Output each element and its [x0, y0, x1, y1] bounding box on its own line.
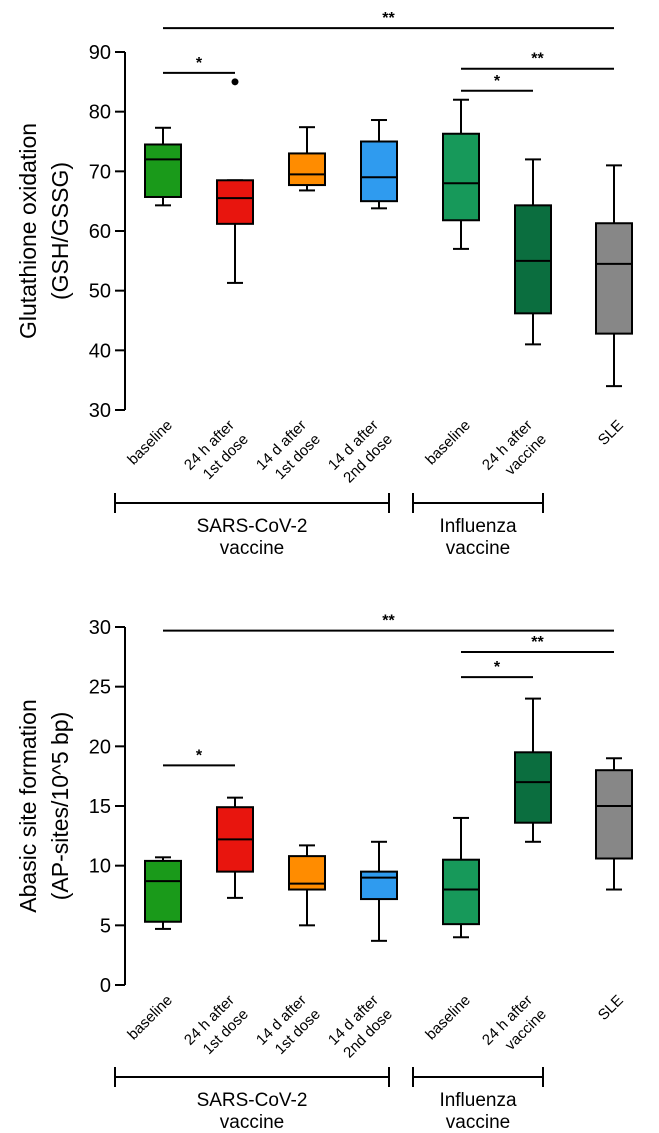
y-tick-label: 0 [100, 975, 111, 997]
significance-label: * [196, 747, 203, 764]
y-tick-label: 40 [89, 340, 111, 362]
box-6 [595, 757, 633, 891]
y-tick-label: 70 [89, 161, 111, 183]
group-label: Influenza [439, 1090, 517, 1111]
group-label-line2: vaccine [220, 538, 284, 559]
group-label-line2: vaccine [220, 1112, 284, 1133]
box-iqr [144, 859, 182, 923]
box-iqr [360, 870, 398, 901]
box-3 [360, 119, 398, 210]
group-label: SARS-CoV-2 [197, 1090, 308, 1111]
box-iqr [144, 143, 182, 198]
y-tick-label: 80 [89, 102, 111, 124]
y-tick-label: 50 [89, 281, 111, 303]
box-4 [442, 98, 480, 250]
glutathione-oxidation-panel: 30 40 50 60 70 80 90 Glutathione oxidation (GSH/… [15, 10, 633, 559]
significance-label: ** [531, 51, 544, 68]
significance-label: ** [382, 10, 395, 27]
box-iqr [216, 179, 254, 225]
y-tick-label: 15 [89, 796, 111, 818]
category-label: baseline [124, 992, 176, 1044]
box-4 [442, 816, 480, 939]
category-label: baseline [422, 992, 474, 1044]
box-iqr [595, 222, 633, 335]
y-tick-label: 90 [89, 42, 111, 64]
box-1 [216, 78, 254, 284]
category-label: SLE [595, 417, 627, 449]
y-tick-label: 30 [89, 400, 111, 422]
significance-label: * [494, 73, 501, 90]
significance-label: ** [382, 613, 395, 630]
significance-label: ** [531, 634, 544, 651]
box-3 [360, 840, 398, 942]
box-iqr [514, 751, 552, 824]
box-0 [144, 126, 182, 207]
y-tick-label: 60 [89, 221, 111, 243]
y-tick-label: 5 [100, 915, 111, 937]
box-iqr [595, 769, 633, 860]
y-tick-label: 30 [89, 617, 111, 639]
category-label: baseline [124, 417, 176, 469]
y-tick-label: 10 [89, 856, 111, 878]
abasic-site-formation-panel: 0 5 10 15 20 25 30 Abasic site formation (AP-sit… [15, 613, 633, 1133]
box-2 [288, 126, 326, 192]
group-label: Influenza [439, 516, 517, 537]
box-iqr [514, 204, 552, 315]
box-6 [595, 164, 633, 388]
group-label-line2: vaccine [446, 1112, 510, 1133]
y-axis-label-units: (GSH/GSSG) [47, 162, 73, 300]
y-axis-label: Glutathione oxidation [15, 123, 41, 339]
significance-label: * [196, 55, 203, 72]
box-iqr [288, 152, 326, 187]
y-axis-label: Abasic site formation [15, 699, 41, 912]
category-label: SLE [595, 992, 627, 1024]
box-iqr [360, 140, 398, 203]
category-label: baseline [422, 417, 474, 469]
y-tick-label: 20 [89, 736, 111, 758]
y-axis-label-units: (AP-sites/10^5 bp) [47, 712, 73, 900]
group-label-line2: vaccine [446, 538, 510, 559]
box-5 [514, 158, 552, 346]
y-tick-label: 25 [89, 677, 111, 699]
box-iqr [442, 132, 480, 222]
box-1 [216, 796, 254, 899]
box-0 [144, 856, 182, 930]
group-label: SARS-CoV-2 [197, 516, 308, 537]
box-5 [514, 697, 552, 843]
outlier-point [231, 78, 239, 86]
box-2 [288, 844, 326, 927]
box-iqr [442, 858, 480, 926]
significance-label: * [494, 659, 501, 676]
